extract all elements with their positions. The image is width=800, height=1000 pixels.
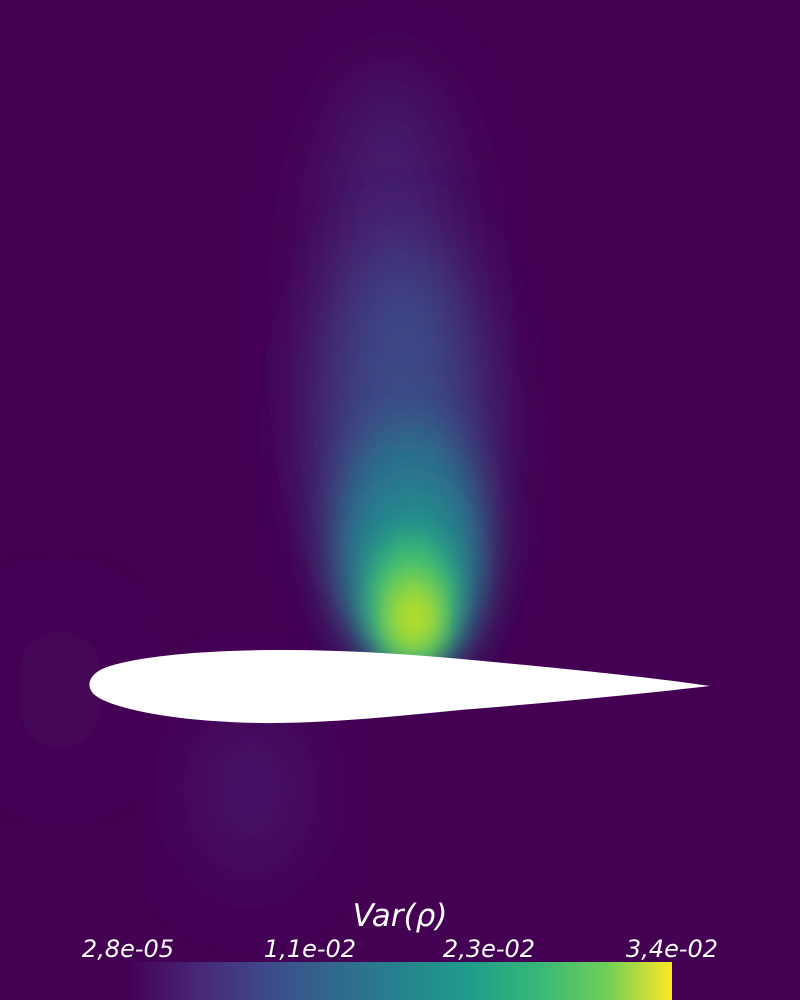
colorbar-tick-label: 3,4e-02 (625, 935, 719, 963)
colorbar-tick-label: 2,8e-05 (81, 935, 175, 963)
airfoil-shape (89, 650, 711, 724)
colorbar-tick-label: 1,1e-02 (263, 935, 357, 963)
variance-plume (15, 70, 480, 880)
colorbar-gradient (128, 962, 672, 1000)
colorbar-title: Var(ρ) (352, 898, 448, 934)
colorbar-tick-label: 2,3e-02 (442, 935, 536, 963)
